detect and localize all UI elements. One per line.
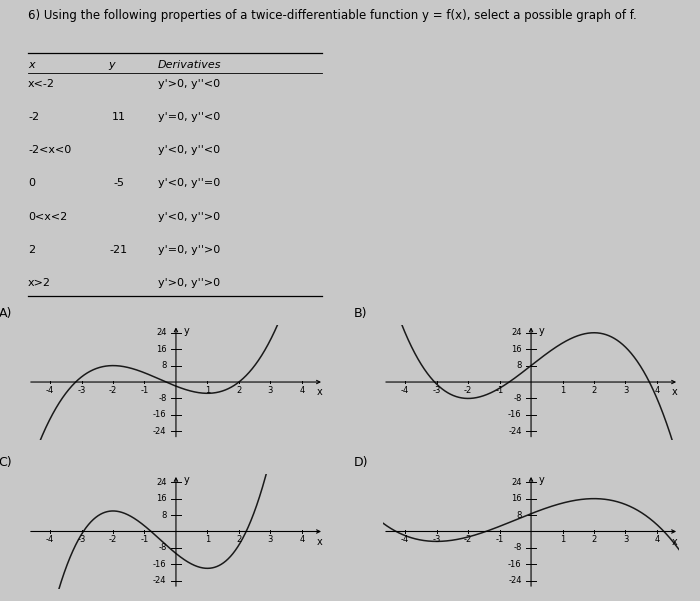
Text: y: y [108,60,115,70]
Text: y'<0, y''<0: y'<0, y''<0 [158,145,220,156]
Text: 2: 2 [237,386,242,395]
Text: 3: 3 [267,386,273,395]
Text: -2: -2 [28,112,39,123]
Text: 1: 1 [205,386,210,395]
Text: 16: 16 [511,345,522,353]
Text: 8: 8 [516,511,522,520]
Text: 24: 24 [511,328,522,337]
Text: y'>0, y''>0: y'>0, y''>0 [158,278,220,288]
Text: 1: 1 [205,535,210,544]
Text: -2: -2 [109,535,117,544]
Text: -8: -8 [513,394,522,403]
Text: x<-2: x<-2 [28,79,55,90]
Text: y'<0, y''>0: y'<0, y''>0 [158,212,220,222]
Text: 11: 11 [112,112,126,123]
Text: -8: -8 [513,543,522,552]
Text: 2: 2 [592,386,596,395]
Text: y: y [184,326,190,335]
Text: -4: -4 [46,535,54,544]
Text: 4: 4 [299,535,304,544]
Text: y: y [539,475,545,485]
Text: -24: -24 [508,576,522,585]
Text: C): C) [0,456,12,469]
Text: -24: -24 [153,576,167,585]
Text: -3: -3 [433,535,441,544]
Text: -4: -4 [401,386,410,395]
Text: -4: -4 [46,386,54,395]
Text: 24: 24 [511,478,522,487]
Text: -2: -2 [464,535,473,544]
Text: 2: 2 [592,535,596,544]
Text: -21: -21 [110,245,128,255]
Text: 1: 1 [560,386,565,395]
Text: Derivatives: Derivatives [158,60,221,70]
Text: 4: 4 [299,386,304,395]
Text: 3: 3 [267,535,273,544]
Text: -24: -24 [153,427,167,436]
Text: -1: -1 [140,386,148,395]
Text: 0: 0 [28,178,35,189]
Text: -16: -16 [508,560,522,569]
Text: -2<x<0: -2<x<0 [28,145,71,156]
Text: x: x [316,387,322,397]
Text: -2: -2 [109,386,117,395]
Text: -1: -1 [496,535,504,544]
Text: -4: -4 [401,535,410,544]
Text: -16: -16 [153,410,167,419]
Text: 16: 16 [511,494,522,503]
Text: 4: 4 [654,535,659,544]
Text: x: x [672,537,678,547]
Text: A): A) [0,307,12,320]
Text: -3: -3 [433,386,441,395]
Text: 8: 8 [161,511,167,520]
Text: -2: -2 [464,386,473,395]
Text: y: y [539,326,545,335]
Text: 2: 2 [28,245,35,255]
Text: -8: -8 [158,543,167,552]
Text: -24: -24 [508,427,522,436]
Text: 3: 3 [623,386,628,395]
Text: 0<x<2: 0<x<2 [28,212,67,222]
Text: x: x [28,60,34,70]
Text: 8: 8 [161,361,167,370]
Text: 24: 24 [156,328,167,337]
Text: x: x [672,387,678,397]
Text: -1: -1 [140,535,148,544]
Text: y: y [184,475,190,485]
Text: B): B) [354,307,367,320]
Text: -16: -16 [508,410,522,419]
Text: 16: 16 [156,345,167,353]
Text: 4: 4 [654,386,659,395]
Text: y'<0, y''=0: y'<0, y''=0 [158,178,220,189]
Text: x>2: x>2 [28,278,51,288]
Text: y'=0, y''>0: y'=0, y''>0 [158,245,220,255]
Text: -1: -1 [496,386,504,395]
Text: 24: 24 [156,478,167,487]
Text: x: x [316,537,322,547]
Text: 1: 1 [560,535,565,544]
Text: D): D) [354,456,368,469]
Text: -3: -3 [77,386,85,395]
Text: -5: -5 [113,178,125,189]
Text: 16: 16 [156,494,167,503]
Text: -16: -16 [153,560,167,569]
Text: -8: -8 [158,394,167,403]
Text: y'>0, y''<0: y'>0, y''<0 [158,79,220,90]
Text: -3: -3 [77,535,85,544]
Text: 3: 3 [623,535,628,544]
Text: 8: 8 [516,361,522,370]
Text: y'=0, y''<0: y'=0, y''<0 [158,112,220,123]
Text: 6) Using the following properties of a twice-differentiable function y = f(x), s: 6) Using the following properties of a t… [28,9,637,22]
Text: 2: 2 [237,535,242,544]
